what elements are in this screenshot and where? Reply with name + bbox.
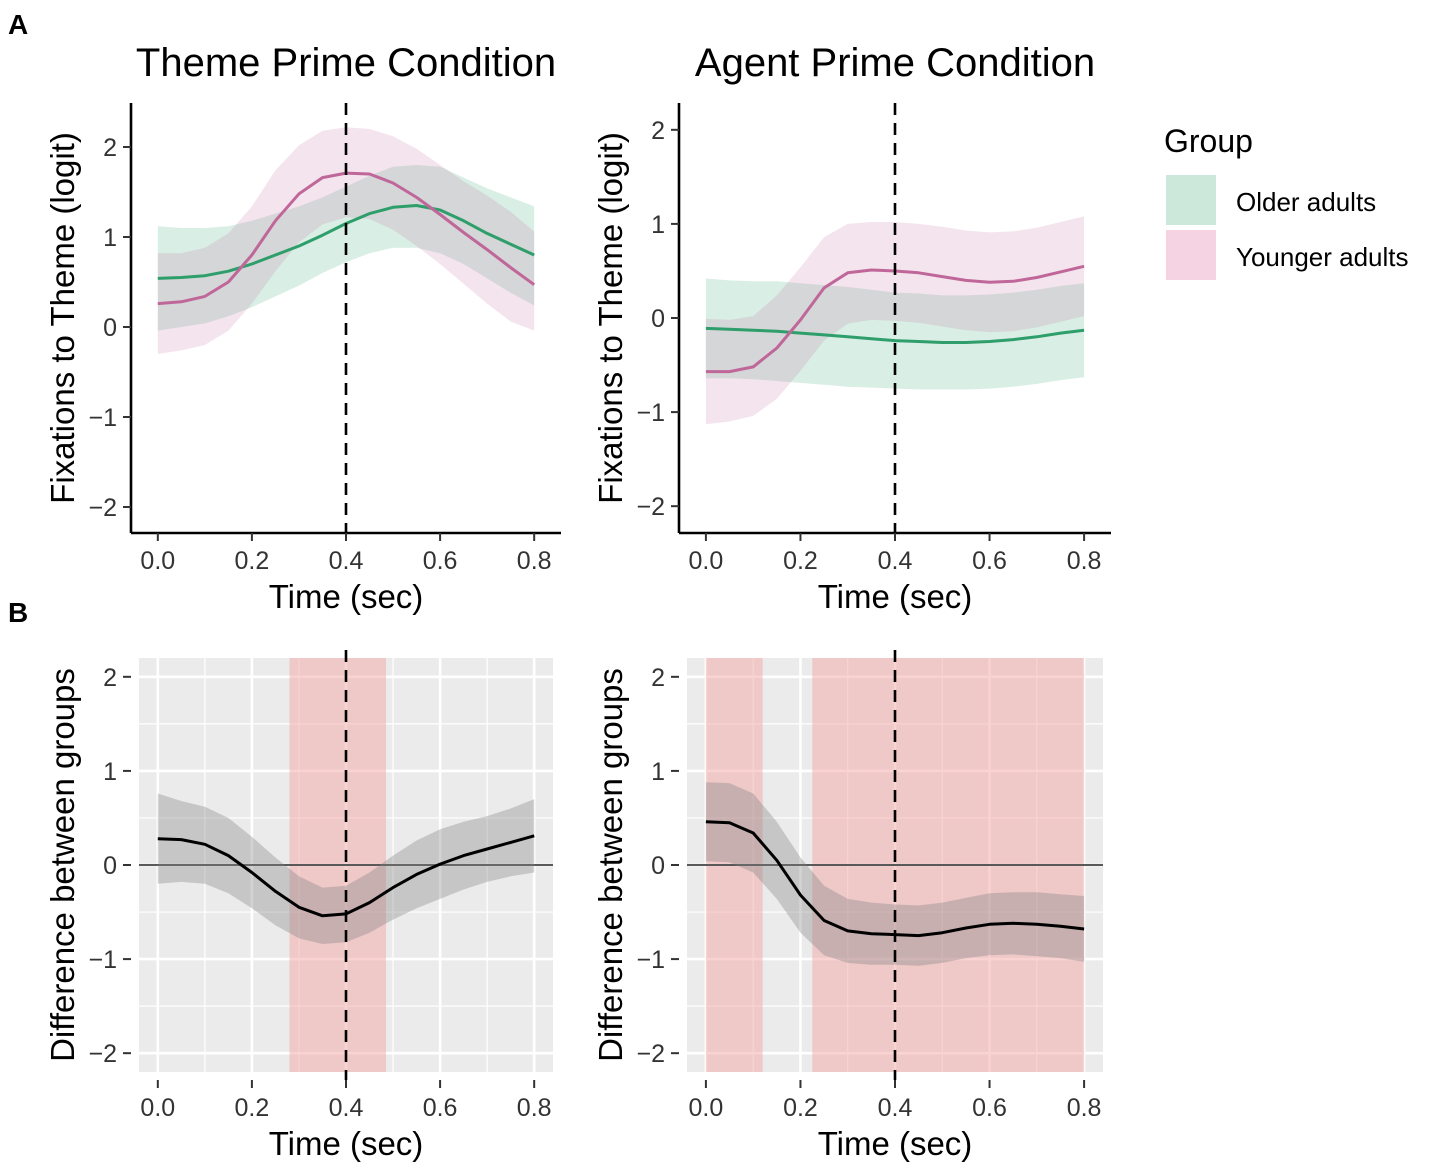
y-tick-label: −2: [88, 1040, 117, 1068]
chart-agent-fixations: Agent Prime Condition 0.0 0.2 0.4 0.6 0.8 −2 −…: [592, 41, 1111, 615]
y-tick-label: −1: [636, 946, 665, 974]
chart-theme-fixations: Theme Prime Condition 0.0 0.2 0.4 0.6 0.8 −2 −…: [44, 41, 561, 615]
x-tick-label: 0.6: [972, 1094, 1007, 1122]
confidence-band-younger-adults: [157, 127, 535, 354]
x-tick-label: 0.2: [783, 547, 818, 575]
y-tick-label: 2: [651, 117, 665, 145]
chart-title: Theme Prime Condition: [136, 41, 556, 85]
x-tick-label: 0.2: [235, 547, 270, 575]
y-tick-label: −2: [88, 494, 117, 522]
x-tick-label: 0.8: [1067, 1094, 1102, 1122]
y-tick-label: 2: [651, 664, 665, 692]
x-tick-label: 0.0: [140, 547, 175, 575]
legend-label-younger-adults: Younger adults: [1236, 242, 1409, 272]
x-tick-label: 0.8: [517, 547, 552, 575]
chart-theme-difference: 0.0 0.2 0.4 0.6 0.8 −2 −1 0 1 2 Time (sec) Differ…: [44, 650, 553, 1162]
panel-label-b: B: [8, 597, 28, 628]
y-axis-title: Fixations to Theme (logit): [44, 132, 81, 504]
confidence-band-difference: [705, 782, 1085, 966]
y-tick-label: 0: [651, 852, 665, 880]
x-tick-label: 0.6: [972, 547, 1007, 575]
y-tick-label: 2: [103, 664, 117, 692]
y-tick-label: −2: [636, 1040, 665, 1068]
legend-title: Group: [1164, 123, 1253, 159]
y-tick-label: −1: [88, 946, 117, 974]
x-tick-label: 0.6: [423, 1094, 458, 1122]
x-axis-title: Time (sec): [269, 578, 424, 615]
confidence-band-difference: [157, 793, 535, 944]
y-axis-title: Fixations to Theme (logit): [592, 132, 629, 504]
y-tick-label: 0: [103, 314, 117, 342]
x-tick-label: 0.2: [235, 1094, 270, 1122]
panel-label-a: A: [8, 9, 28, 40]
legend: Group Older adults Younger adults: [1164, 123, 1409, 280]
x-tick-label: 0.4: [329, 547, 364, 575]
legend-key-older-adults: [1166, 175, 1216, 225]
y-tick-label: −1: [636, 399, 665, 427]
y-tick-label: 1: [651, 211, 665, 239]
x-tick-label: 0.4: [878, 1094, 913, 1122]
y-tick-label: 0: [103, 852, 117, 880]
y-tick-label: 1: [651, 758, 665, 786]
y-tick-label: 2: [103, 134, 117, 162]
x-tick-label: 0.4: [878, 547, 913, 575]
chart-title: Agent Prime Condition: [695, 41, 1095, 85]
y-tick-label: −2: [636, 493, 665, 521]
x-tick-label: 0.6: [423, 547, 458, 575]
y-tick-label: 1: [103, 224, 117, 252]
legend-key-younger-adults: [1166, 230, 1216, 280]
x-axis-title: Time (sec): [818, 1125, 973, 1162]
x-tick-label: 0.0: [689, 1094, 724, 1122]
x-tick-label: 0.0: [689, 547, 724, 575]
y-axis-title: Difference between groups: [592, 668, 629, 1062]
y-tick-label: −1: [88, 404, 117, 432]
x-axis-title: Time (sec): [818, 578, 973, 615]
x-tick-label: 0.8: [517, 1094, 552, 1122]
confidence-band-younger-adults: [705, 216, 1085, 425]
chart-agent-difference: 0.0 0.2 0.4 0.6 0.8 −2 −1 0 1 2 Time (sec) Differ…: [592, 650, 1103, 1162]
x-tick-label: 0.0: [140, 1094, 175, 1122]
y-tick-label: 1: [103, 758, 117, 786]
y-tick-label: 0: [651, 305, 665, 333]
x-tick-label: 0.4: [329, 1094, 364, 1122]
legend-label-older-adults: Older adults: [1236, 187, 1376, 217]
y-axis-title: Difference between groups: [44, 668, 81, 1062]
x-tick-label: 0.2: [783, 1094, 818, 1122]
series-line-older-adults: [705, 326, 1085, 344]
x-tick-label: 0.8: [1067, 547, 1102, 575]
x-axis-title: Time (sec): [269, 1125, 424, 1162]
